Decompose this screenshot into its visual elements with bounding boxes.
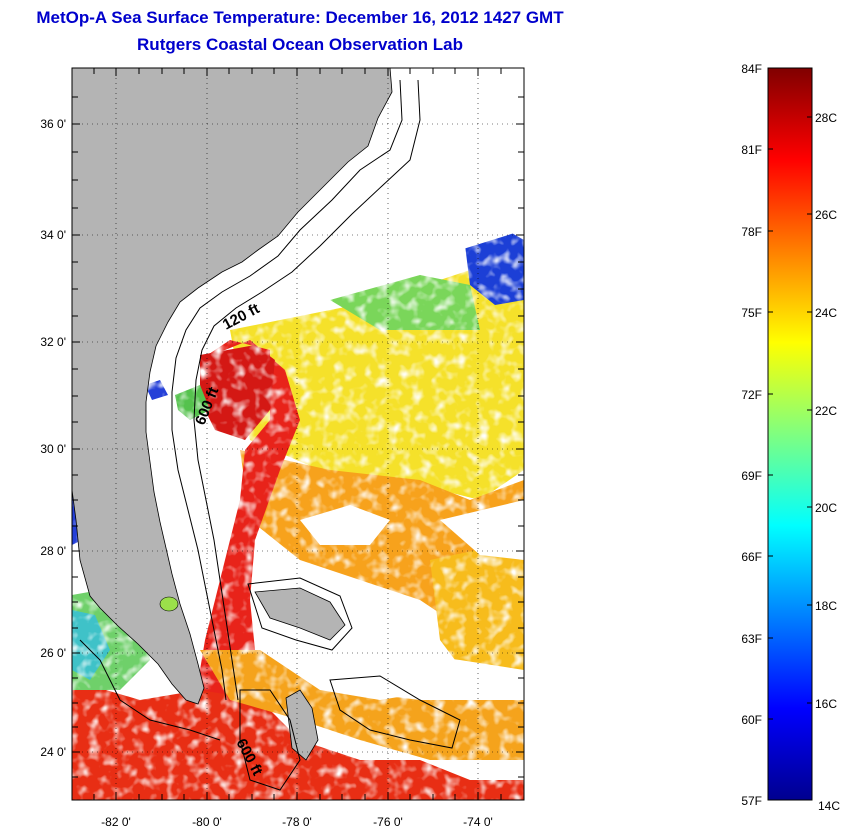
bottom-ticks bbox=[93, 792, 502, 800]
colorbar: 84F 81F 78F 75F 72F 69F 66F 63F 60F 57F … bbox=[741, 62, 840, 813]
colorbar-ticks bbox=[768, 67, 812, 801]
cb-label-57f: 57F bbox=[741, 794, 762, 808]
cb-label-69f: 69F bbox=[741, 469, 762, 483]
cb-label-14c: 14C bbox=[818, 799, 840, 813]
colorbar-c-ticks bbox=[807, 116, 812, 801]
bahamas-andros bbox=[285, 689, 319, 761]
left-ticks bbox=[72, 96, 80, 778]
contour-little-bahama bbox=[247, 577, 353, 651]
cloud-band-south bbox=[300, 640, 524, 700]
cb-label-18c: 18C bbox=[815, 599, 837, 613]
us-coast-landmass bbox=[72, 68, 393, 705]
cb-label-63f: 63F bbox=[741, 632, 762, 646]
lat-label-26: 26 0' bbox=[40, 646, 66, 660]
colorbar-fahrenheit-labels: 84F 81F 78F 75F 72F 69F 66F 63F 60F 57F bbox=[741, 62, 762, 808]
cb-label-75f: 75F bbox=[741, 306, 762, 320]
cb-label-66f: 66F bbox=[741, 550, 762, 564]
top-ticks bbox=[93, 68, 502, 76]
lat-label-30: 30 0' bbox=[40, 442, 66, 456]
cb-label-72f: 72F bbox=[741, 388, 762, 402]
cb-label-26c: 26C bbox=[815, 208, 837, 222]
bathymetry-contours bbox=[79, 79, 461, 791]
cb-label-20c: 20C bbox=[815, 501, 837, 515]
lon-label-78: -78 0' bbox=[282, 815, 312, 829]
lat-axis-labels: 36 0' 34 0' 32 0' 30 0' 28 0' 26 0' 24 0… bbox=[40, 117, 66, 759]
cb-label-84f: 84F bbox=[741, 62, 762, 76]
lon-label-74: -74 0' bbox=[463, 815, 493, 829]
cb-label-81f: 81F bbox=[741, 143, 762, 157]
contour-120ft bbox=[171, 79, 403, 701]
map-subtitle: Rutgers Coastal Ocean Observation Lab bbox=[137, 35, 463, 54]
lat-label-28: 28 0' bbox=[40, 544, 66, 558]
lat-label-24: 24 0' bbox=[40, 745, 66, 759]
contour-bahamas-east bbox=[329, 675, 461, 749]
lon-label-80: -80 0' bbox=[192, 815, 222, 829]
colorbar-f-ticks bbox=[768, 67, 773, 801]
cb-label-16c: 16C bbox=[815, 697, 837, 711]
lon-axis-labels: -82 0' -80 0' -78 0' -76 0' -74 0' bbox=[101, 815, 493, 829]
cb-label-78f: 78F bbox=[741, 225, 762, 239]
colorbar-gradient bbox=[767, 67, 813, 801]
map-title: MetOp-A Sea Surface Temperature: Decembe… bbox=[36, 8, 564, 27]
contour-600ft bbox=[193, 79, 421, 701]
cloud-band-east bbox=[440, 500, 524, 560]
contour-bank-south bbox=[239, 689, 301, 791]
cb-label-60f: 60F bbox=[741, 713, 762, 727]
cb-label-28c: 28C bbox=[815, 111, 837, 125]
graticule bbox=[72, 68, 524, 800]
axis-ticks bbox=[72, 68, 524, 800]
lon-label-76: -76 0' bbox=[373, 815, 403, 829]
lat-label-34: 34 0' bbox=[40, 228, 66, 242]
lake-okeechobee bbox=[159, 596, 179, 612]
bahamas-grand-bahama bbox=[254, 587, 346, 641]
lat-label-36: 36 0' bbox=[40, 117, 66, 131]
map-frame bbox=[71, 67, 525, 801]
contour-florida-shelf bbox=[79, 639, 221, 741]
lon-label-82: -82 0' bbox=[101, 815, 131, 829]
map-panel: 120 ft 600 ft 600 ft bbox=[72, 68, 524, 800]
right-ticks bbox=[516, 96, 524, 778]
lat-label-32: 32 0' bbox=[40, 335, 66, 349]
cb-label-24c: 24C bbox=[815, 306, 837, 320]
colorbar-celsius-labels: 28C 26C 24C 22C 20C 18C 16C 14C bbox=[815, 111, 840, 813]
cloud-patch-central bbox=[300, 505, 390, 545]
cb-label-22c: 22C bbox=[815, 404, 837, 418]
